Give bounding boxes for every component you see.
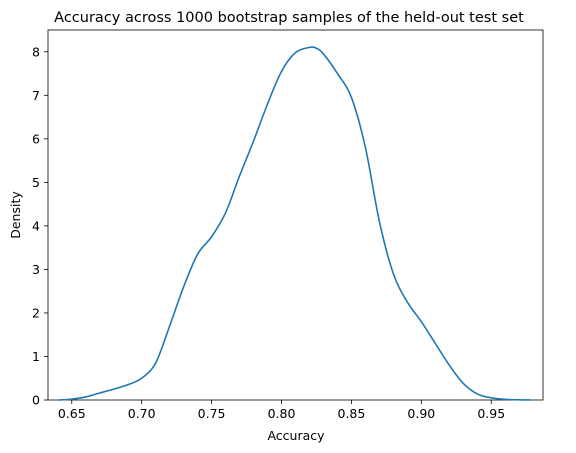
x-tick-label: 0.95 bbox=[477, 406, 505, 421]
y-tick-label: 8 bbox=[32, 44, 40, 59]
y-tick-label: 3 bbox=[32, 262, 40, 277]
y-tick-label: 1 bbox=[32, 349, 40, 364]
x-tick-label: 0.80 bbox=[268, 406, 296, 421]
y-tick-label: 6 bbox=[32, 131, 40, 146]
chart-title: Accuracy across 1000 bootstrap samples o… bbox=[54, 10, 524, 26]
x-tick-label: 0.85 bbox=[338, 406, 366, 421]
y-tick-label: 5 bbox=[32, 175, 40, 190]
series-layer bbox=[58, 46, 532, 401]
y-tick-label: 2 bbox=[32, 305, 40, 320]
x-tick-label: 0.75 bbox=[198, 406, 226, 421]
y-tick-label: 7 bbox=[32, 88, 40, 103]
y-axis-title: Density bbox=[8, 191, 23, 239]
x-tick-label: 0.70 bbox=[128, 406, 156, 421]
density-curve bbox=[58, 46, 532, 401]
x-tick-label: 0.90 bbox=[407, 406, 435, 421]
y-tick-label: 0 bbox=[32, 393, 40, 408]
y-axis: 0 1 2 3 4 5 6 7 8 bbox=[32, 44, 48, 408]
y-tick-label: 4 bbox=[32, 218, 40, 233]
x-axis: 0.65 0.70 0.75 0.80 0.85 0.90 0.95 bbox=[58, 400, 505, 421]
x-tick-label: 0.65 bbox=[58, 406, 86, 421]
plot-frame bbox=[47, 29, 544, 401]
x-axis-title: Accuracy bbox=[267, 428, 325, 443]
